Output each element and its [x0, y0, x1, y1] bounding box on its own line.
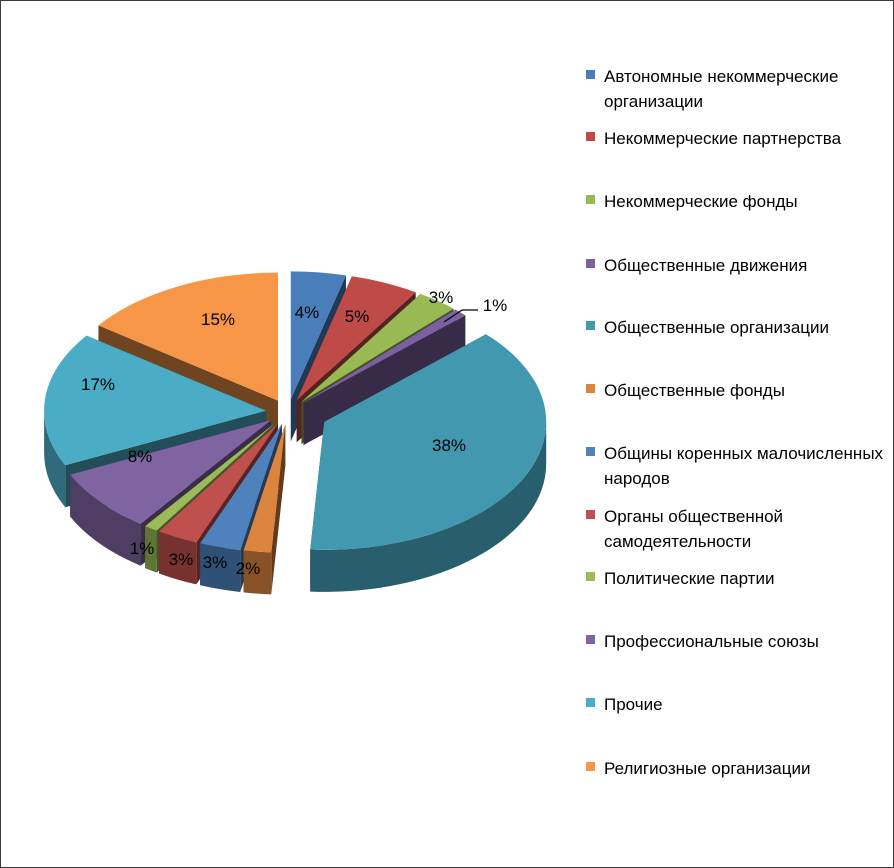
legend-swatch — [586, 447, 595, 456]
pie-slice-top — [290, 271, 346, 400]
legend-swatch — [586, 698, 595, 707]
data-label-11: 15% — [201, 310, 235, 329]
data-label-10: 17% — [81, 375, 115, 394]
pie-slice-side — [159, 531, 197, 585]
legend-swatch — [586, 762, 595, 771]
pie-slice-top — [44, 335, 267, 466]
data-label-0: 4% — [295, 303, 320, 322]
legend-swatch — [586, 195, 595, 204]
pie-slice-top — [200, 424, 282, 550]
legend-swatch — [586, 321, 595, 330]
pie-slice-top — [145, 422, 276, 531]
pie-slice-top — [301, 293, 454, 402]
pie-slice-side — [310, 421, 547, 592]
pie-slice-top — [159, 423, 279, 543]
legend-label: Религиозные организации — [604, 759, 811, 778]
pie-slice-side — [70, 474, 141, 566]
data-label-2: 3% — [429, 288, 454, 307]
legend-label: Прочие — [604, 695, 663, 714]
data-label-8: 1% — [130, 539, 155, 558]
legend-label: Общины коренных малочисленных народов — [604, 444, 884, 488]
pie-slice-top — [98, 272, 279, 401]
pie-slice-side — [44, 410, 66, 508]
data-label-3: 1% — [483, 296, 508, 315]
legend-label: Некоммерческие фонды — [604, 192, 798, 211]
legend-label: Профессиональные союзы — [604, 632, 819, 651]
pie-slice-top — [70, 420, 272, 524]
data-label-6: 3% — [203, 553, 228, 572]
legend-label: Органы общественной самодеятельности — [604, 507, 784, 551]
pie-slice-top — [310, 334, 547, 550]
legend-swatch — [586, 259, 595, 268]
legend-label: Некоммерческие партнерства — [604, 129, 842, 148]
legend-label: Общественные организации — [604, 318, 830, 337]
pie-slice-top — [303, 309, 466, 403]
legend-label: Общественные движения — [604, 256, 808, 275]
pie-slice-side — [145, 526, 157, 573]
data-label-9: 8% — [128, 447, 153, 466]
legend-label: Общественные фонды — [604, 381, 785, 400]
pie-slice-side — [243, 550, 272, 595]
data-label-7: 3% — [169, 550, 194, 569]
pie-slice-5 — [243, 424, 286, 595]
legend-label: Автономные некоммерческие организации — [604, 67, 839, 111]
legend-label: Политические партии — [604, 569, 775, 588]
pie-slice-top — [243, 424, 286, 553]
data-label-1: 5% — [345, 307, 370, 326]
legend-swatch — [586, 510, 595, 519]
legend-swatch — [586, 635, 595, 644]
legend-swatch — [586, 70, 595, 79]
leader-line — [443, 309, 478, 323]
pie-slice-side — [200, 543, 241, 592]
legend-swatch — [586, 572, 595, 581]
pie-slice-4 — [310, 334, 547, 592]
legend-swatch — [586, 132, 595, 141]
data-label-5: 2% — [236, 559, 261, 578]
data-label-4: 38% — [432, 436, 466, 455]
legend-swatch — [586, 384, 595, 393]
pie-slice-top — [296, 276, 416, 401]
